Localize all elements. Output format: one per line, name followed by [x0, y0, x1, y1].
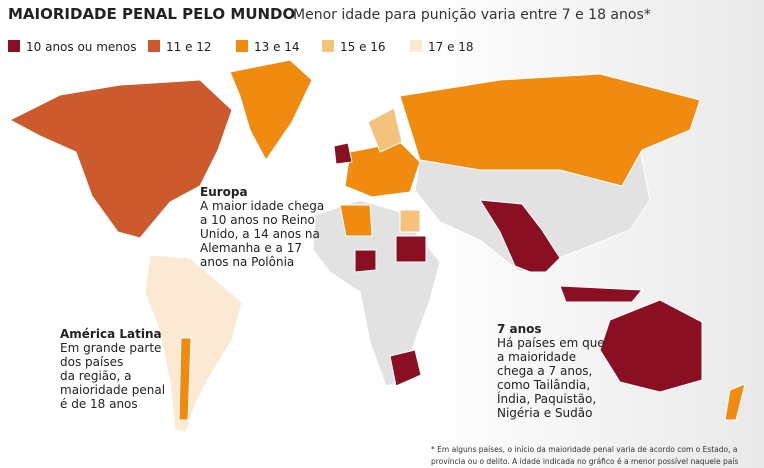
- legend: 10 anos ou menos 11 e 12 13 e 14 15 e 16 17 …: [8, 40, 474, 54]
- south-africa: [389, 349, 422, 387]
- annotation-line: como Tailândia,: [497, 378, 590, 392]
- legend-swatch: [8, 40, 20, 52]
- sudan: [395, 235, 427, 263]
- egypt: [399, 209, 421, 233]
- new-zealand: [724, 383, 746, 421]
- annotation-line: maioridade penal: [60, 383, 165, 397]
- annotation-line: a 10 anos no Reino: [200, 213, 315, 227]
- footnote: * Em alguns países, o início da maiorida…: [431, 445, 738, 466]
- greenland: [229, 59, 313, 161]
- legend-swatch: [148, 40, 160, 52]
- annotation-line: da região, a: [60, 369, 131, 383]
- north-america: [8, 79, 233, 239]
- indonesia: [559, 285, 644, 303]
- united-kingdom: [333, 142, 353, 165]
- legend-label: 13 e 14: [254, 40, 300, 54]
- annotation-line: a maioridade: [497, 350, 576, 364]
- annotation-line: Índia, Paquistão,: [497, 391, 596, 406]
- annotation-line: chega a 7 anos,: [497, 364, 592, 378]
- annotation-line: Alemanha e a 17: [200, 241, 302, 255]
- annotation-title: Europa: [200, 185, 248, 199]
- legend-label: 17 e 18: [428, 40, 474, 54]
- annotation-line: Unido, a 14 anos na: [200, 227, 320, 241]
- annotation-line: anos na Polônia: [200, 255, 294, 269]
- annotation-title: América Latina: [60, 327, 162, 341]
- annotation-line: Nigéria e Sudão: [497, 406, 592, 420]
- annotation-line: dos países: [60, 355, 123, 369]
- russia: [399, 73, 701, 187]
- title: MAIORIDADE PENAL PELO MUNDO: [8, 5, 295, 23]
- annotation-line: Em grande parte: [60, 341, 161, 355]
- annotation-line: Há países em que: [497, 336, 605, 350]
- algeria: [339, 204, 373, 237]
- south-america: [144, 254, 243, 433]
- legend-swatch: [322, 40, 334, 52]
- annotation-title: 7 anos: [497, 322, 542, 336]
- subtitle: Menor idade para punição varia entre 7 e…: [293, 7, 651, 23]
- nigeria: [354, 249, 377, 273]
- world-map: [8, 59, 746, 433]
- annotation-line: é de 18 anos: [60, 397, 138, 411]
- legend-label: 10 anos ou menos: [26, 40, 136, 54]
- scandinavia: [367, 107, 403, 153]
- australia: [599, 299, 703, 393]
- legend-label: 15 e 16: [340, 40, 386, 54]
- annotation-line: A maior idade chega: [200, 199, 324, 213]
- footnote-line: * Em alguns países, o início da maiorida…: [431, 445, 738, 454]
- south-asia: [479, 199, 561, 273]
- legend-swatch: [410, 40, 422, 52]
- legend-swatch: [236, 40, 248, 52]
- chile: [178, 337, 192, 421]
- legend-label: 11 e 12: [166, 40, 212, 54]
- footnote-line: província ou o delito. A idade indicada …: [431, 457, 738, 466]
